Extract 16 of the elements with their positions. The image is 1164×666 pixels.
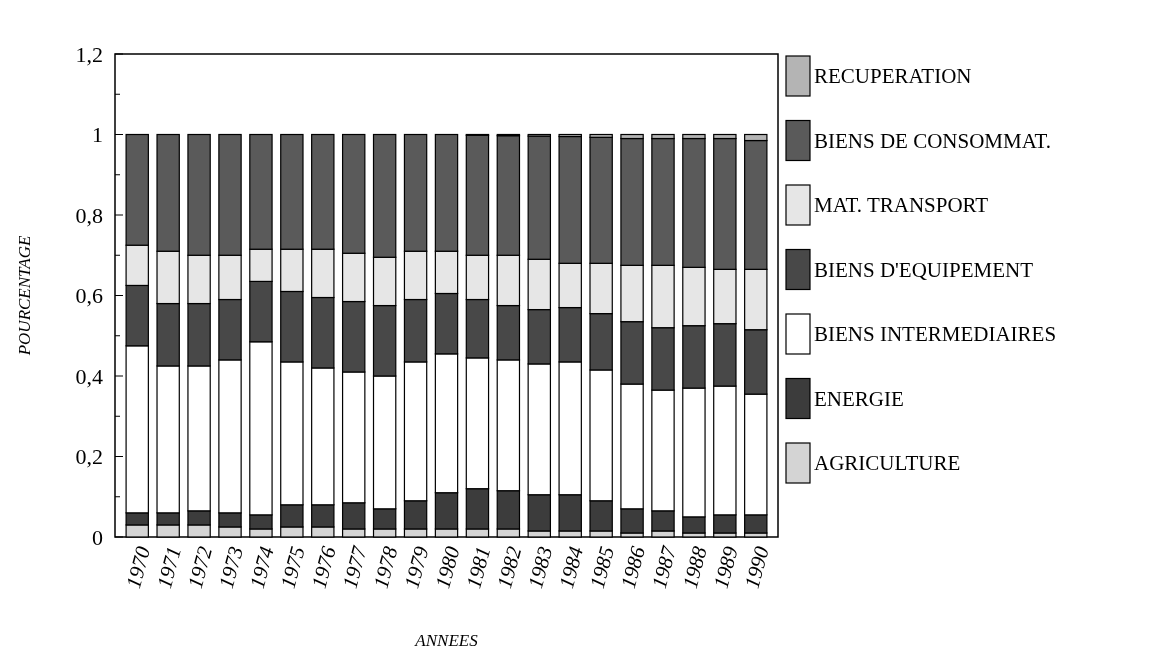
y-axis-title: POURCENTAGE — [15, 235, 34, 357]
legend-label: BIENS INTERMEDIAIRES — [814, 322, 1057, 347]
y-tick-label: 0,6 — [75, 283, 103, 309]
legend-label: ENERGIE — [814, 386, 904, 411]
legend-label: MAT. TRANSPORT — [814, 193, 989, 218]
y-tick-label: 0,8 — [75, 202, 103, 228]
y-tick-label: 0,2 — [75, 444, 103, 470]
legend-label: BIENS DE CONSOMMAT. — [814, 128, 1052, 153]
y-tick-label: 1 — [92, 122, 103, 148]
y-tick-label: 1,2 — [75, 41, 103, 67]
legend-label: AGRICULTURE — [814, 451, 961, 476]
y-tick-label: 0,4 — [75, 363, 103, 389]
x-axis-title: ANNEES — [414, 631, 479, 650]
y-tick-label: 0 — [92, 524, 103, 550]
legend-label: BIENS D'EQUIPEMENT — [814, 257, 1034, 282]
legend-label: RECUPERATION — [814, 64, 972, 89]
